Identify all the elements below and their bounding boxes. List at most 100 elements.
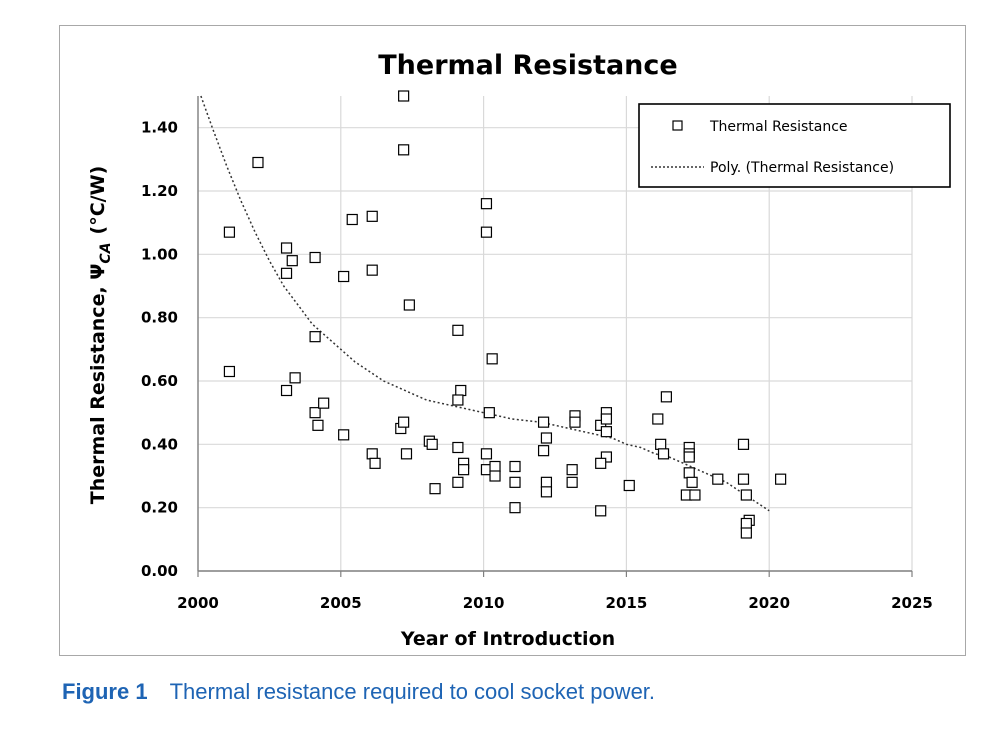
data-point: [369, 457, 381, 469]
legend-label-poly: Poly. (Thermal Resistance): [710, 160, 894, 176]
y-tick-labels: 0.00 0.20 0.40 0.60 0.80 1.00 1.20 1.40: [141, 119, 178, 580]
y-axis-title-unit: (°C/W): [87, 166, 109, 235]
data-point: [683, 467, 695, 479]
data-point: [537, 416, 550, 428]
data-point: [455, 384, 467, 397]
data-point: [683, 451, 695, 463]
data-point: [280, 384, 293, 397]
data-point: [737, 473, 750, 485]
data-point: [600, 426, 613, 438]
data-point: [280, 267, 293, 279]
data-point: [660, 391, 672, 403]
x-tick-label: 2005: [320, 594, 362, 612]
data-point: [309, 331, 321, 343]
data-point: [509, 460, 521, 473]
trendline-series: [200, 95, 770, 512]
data-point: [403, 299, 415, 311]
data-point: [540, 486, 553, 498]
data-point: [452, 394, 464, 406]
data-point: [286, 255, 298, 267]
data-point: [569, 416, 581, 428]
data-point: [712, 473, 724, 485]
data-point: [280, 242, 293, 254]
data-point: [398, 144, 410, 156]
data-point: [252, 156, 264, 169]
data-point: [686, 476, 698, 488]
y-tick-label: 1.20: [141, 182, 178, 200]
data-point: [540, 432, 553, 444]
data-point: [486, 353, 498, 365]
figure-caption: Figure 1 Thermal resistance required to c…: [62, 679, 655, 705]
y-tick-label: 0.60: [141, 372, 178, 390]
data-point: [480, 198, 493, 210]
svg-text:Thermal Resistance, ΨCA(°C/W): Thermal Resistance, ΨCA (°C/W): [87, 166, 114, 505]
data-point: [452, 476, 464, 488]
legend-marker-square: [672, 120, 683, 131]
data-point: [289, 372, 301, 384]
y-tick-label: 0.80: [141, 309, 178, 327]
data-point: [655, 438, 667, 450]
data-point: [346, 213, 358, 226]
x-tick-label: 2015: [606, 594, 648, 612]
data-point: [689, 489, 701, 501]
data-point: [775, 473, 787, 485]
figure-number: Figure 1: [62, 679, 148, 704]
data-point: [223, 365, 236, 378]
y-axis-title-main: Thermal Resistance, Ψ: [87, 264, 109, 505]
data-point: [595, 505, 607, 517]
data-point: [566, 464, 578, 476]
y-tick-label: 0.00: [141, 562, 178, 580]
x-tick-label: 2010: [463, 594, 505, 612]
x-axis-title: Year of Introduction: [400, 628, 615, 650]
data-point: [429, 483, 441, 495]
data-point: [566, 476, 578, 488]
poly-trendline: [200, 95, 770, 512]
data-point: [652, 413, 664, 425]
data-point: [489, 460, 501, 473]
data-point: [480, 226, 493, 238]
chart-title: Thermal Resistance: [378, 50, 677, 81]
axes: [197, 96, 913, 577]
data-point: [309, 251, 321, 264]
data-point: [540, 476, 553, 488]
data-point: [452, 324, 464, 336]
y-tick-label: 1.40: [141, 119, 178, 137]
data-point: [366, 264, 378, 276]
data-point: [452, 441, 464, 454]
y-axis-title: Thermal Resistance, ΨCA (°C/W): [87, 166, 114, 505]
data-point: [600, 413, 613, 425]
data-point: [509, 476, 521, 488]
y-axis-title-sub: CA: [98, 242, 114, 263]
data-point: [489, 470, 501, 482]
data-point: [223, 226, 236, 238]
data-point: [623, 479, 635, 492]
data-point: [595, 457, 607, 469]
data-point: [366, 210, 378, 222]
figure-caption-text: Thermal resistance required to cool sock…: [169, 679, 656, 704]
data-point: [737, 438, 750, 450]
data-point: [595, 419, 607, 431]
data-point: [426, 438, 438, 450]
data-point: [309, 407, 321, 419]
data-points: [223, 90, 787, 539]
data-point: [600, 451, 613, 463]
data-point: [366, 448, 378, 460]
data-point: [398, 416, 410, 428]
y-tick-label: 0.20: [141, 499, 178, 517]
data-point: [318, 397, 330, 409]
data-point: [537, 445, 550, 457]
data-point: [400, 448, 413, 460]
data-point: [483, 407, 495, 419]
data-point: [480, 448, 493, 460]
x-tick-label: 2025: [891, 594, 933, 612]
data-point: [338, 429, 350, 441]
legend-box: [638, 103, 951, 188]
data-point: [657, 448, 670, 460]
x-tick-label: 2020: [748, 594, 790, 612]
data-point: [398, 90, 410, 102]
data-point: [740, 527, 752, 539]
data-point: [740, 489, 752, 501]
y-tick-label: 0.40: [141, 435, 178, 453]
data-point: [509, 502, 521, 514]
